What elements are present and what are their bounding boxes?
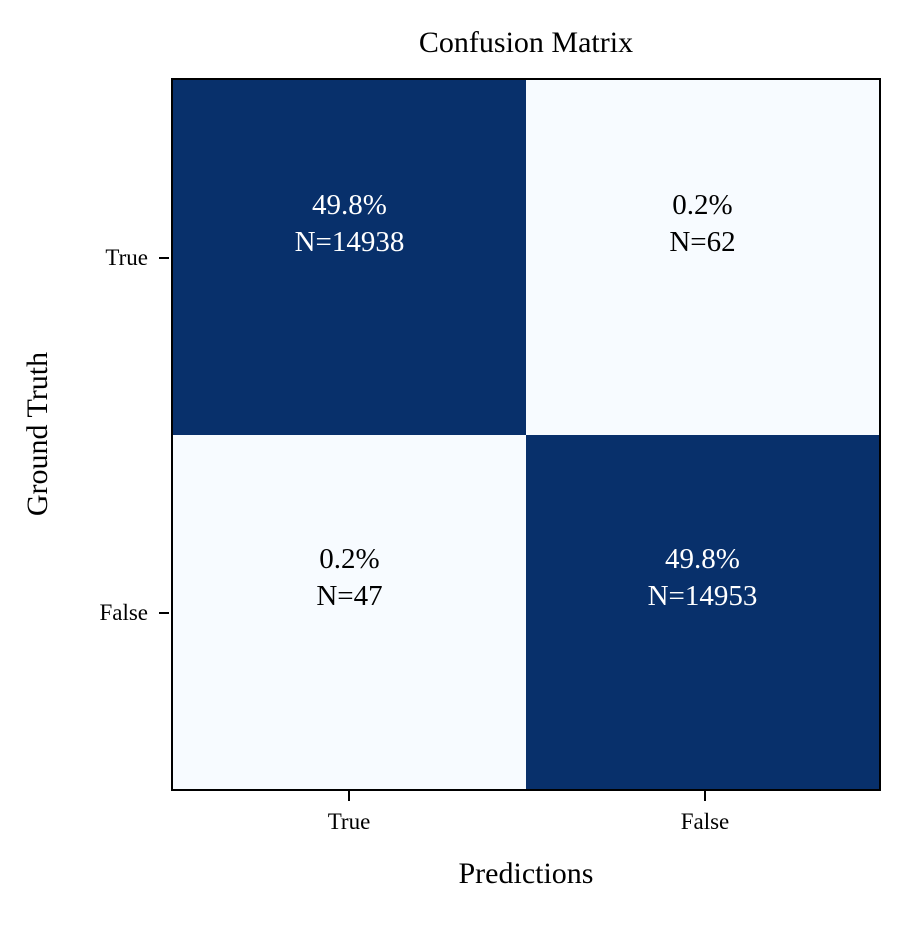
- y-tick-mark-false: [159, 612, 169, 614]
- x-axis-label: Predictions: [458, 857, 594, 890]
- y-tick-label-false: False: [99, 600, 148, 625]
- cell-label: 0.2% N=62: [526, 187, 879, 261]
- y-axis-label: Ground Truth: [21, 351, 54, 517]
- cell-count: N=47: [316, 580, 383, 613]
- x-tick-label-true: True: [327, 809, 371, 834]
- cell-gt-false-pred-true: 0.2% N=47: [173, 434, 526, 789]
- cell-count: N=62: [669, 225, 736, 258]
- x-tick-mark-true: [348, 791, 350, 801]
- cell-label: 49.8% N=14938: [173, 187, 526, 261]
- cell-percent: 49.8%: [312, 188, 387, 221]
- cell-gt-true-pred-true: 49.8% N=14938: [173, 80, 526, 435]
- cell-label: 49.8% N=14953: [526, 541, 879, 615]
- cell-gt-false-pred-false: 49.8% N=14953: [526, 434, 879, 789]
- y-tick-label-true: True: [105, 245, 148, 270]
- cell-percent: 49.8%: [665, 543, 740, 576]
- cell-count: N=14953: [647, 580, 758, 613]
- plot-area: 49.8% N=14938 0.2% N=62 0.2% N=47 49.8% …: [171, 78, 881, 791]
- cell-gt-true-pred-false: 0.2% N=62: [526, 80, 879, 435]
- chart-title: Confusion Matrix: [418, 26, 634, 59]
- cell-count: N=14938: [294, 225, 405, 258]
- cell-label: 0.2% N=47: [173, 541, 526, 615]
- cell-percent: 0.2%: [672, 188, 733, 221]
- cell-percent: 0.2%: [319, 543, 380, 576]
- y-tick-mark-true: [159, 257, 169, 259]
- x-tick-label-false: False: [680, 809, 730, 834]
- x-tick-mark-false: [704, 791, 706, 801]
